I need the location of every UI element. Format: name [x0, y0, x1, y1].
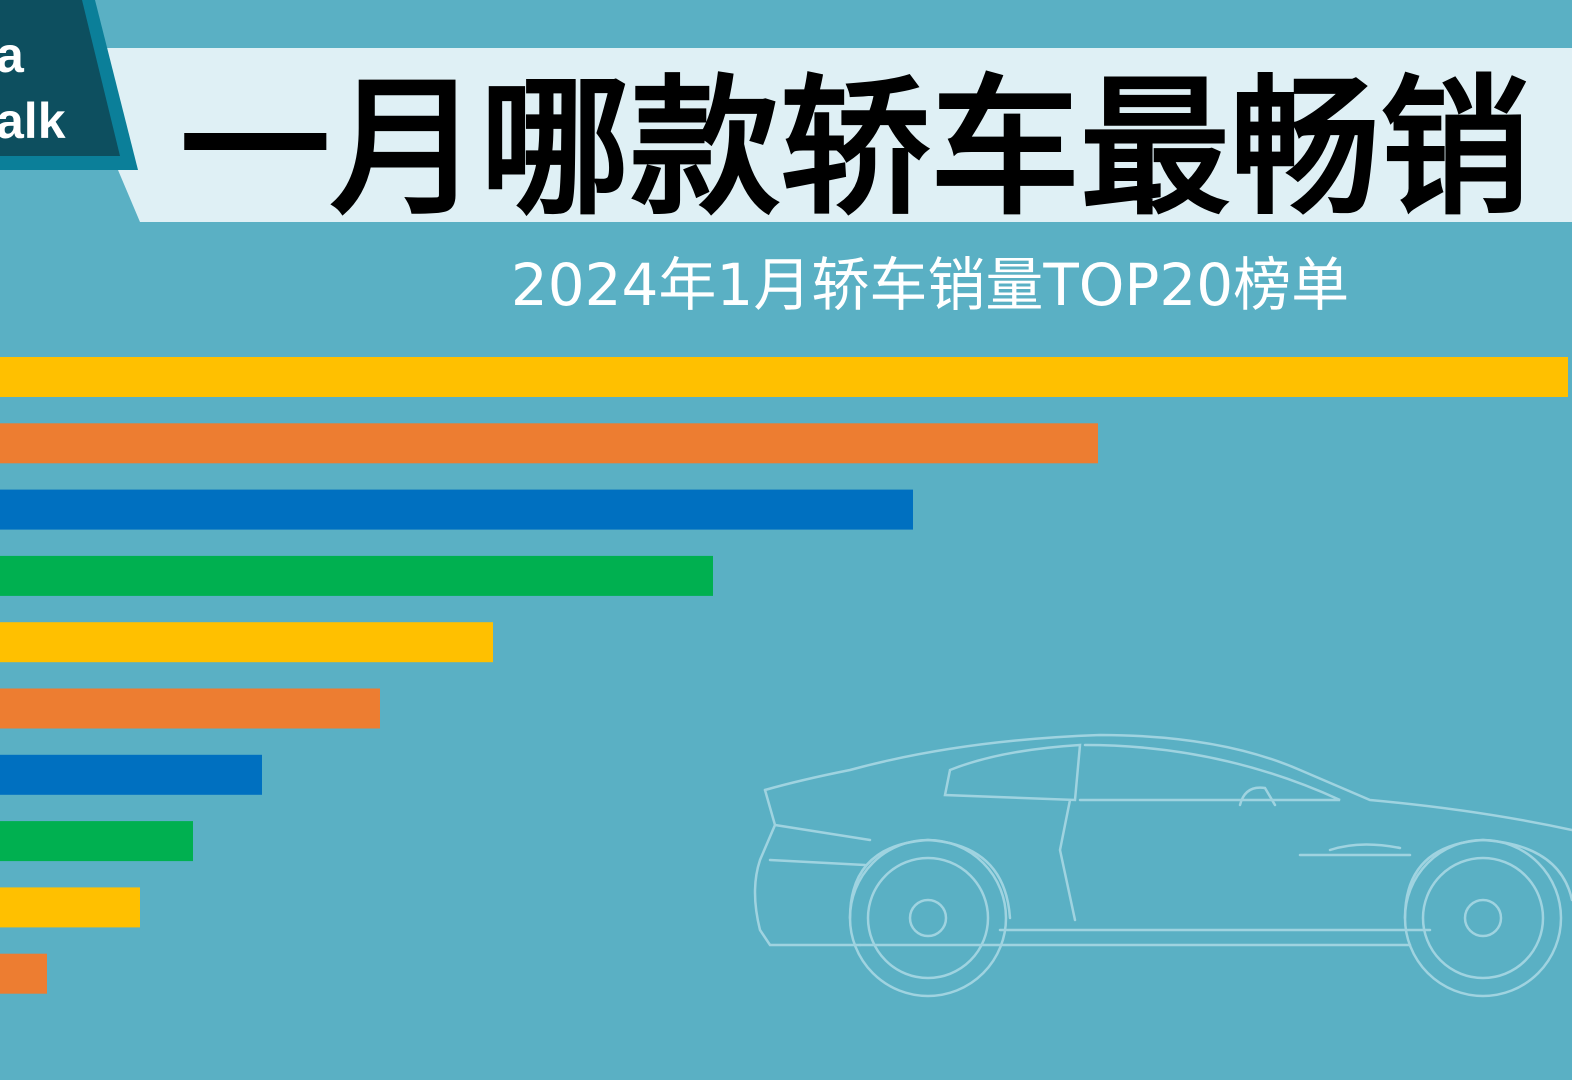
bar [0, 555, 713, 596]
bar [0, 489, 913, 530]
car-outline [753, 733, 1572, 998]
bar [0, 357, 1568, 397]
bar [0, 754, 262, 795]
chart-subtitle: 2024年1月轿车销量TOP20榜单 [511, 251, 1349, 319]
logo-box [0, 0, 120, 156]
bar [0, 423, 1098, 464]
logo-text: a [0, 27, 25, 83]
bar [0, 622, 493, 663]
logo-text: alk [0, 93, 66, 149]
title-band [105, 48, 1572, 222]
bar [0, 953, 47, 994]
bar [0, 887, 140, 928]
bar [0, 821, 193, 862]
bar [0, 688, 380, 729]
chart-title: 一月哪款轿车最畅销 [180, 62, 1530, 236]
